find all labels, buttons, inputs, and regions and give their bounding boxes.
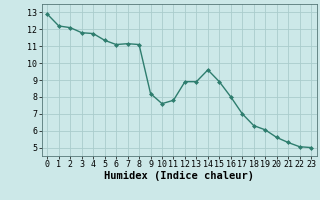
X-axis label: Humidex (Indice chaleur): Humidex (Indice chaleur)	[104, 171, 254, 181]
